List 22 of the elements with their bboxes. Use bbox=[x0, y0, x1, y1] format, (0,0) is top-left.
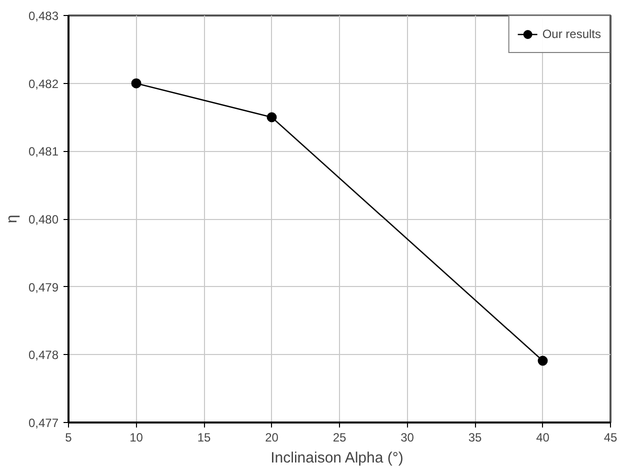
x-tick-label: 5 bbox=[65, 430, 72, 444]
point bbox=[538, 356, 548, 366]
y-tick-label: 0,482 bbox=[28, 76, 59, 91]
y-tick-label: 0,483 bbox=[28, 9, 59, 23]
y-tick-label: 0,481 bbox=[28, 144, 59, 159]
legend-label: Our results bbox=[542, 27, 601, 41]
x-tick-label: 15 bbox=[197, 430, 211, 444]
x-tick-label: 25 bbox=[332, 430, 346, 444]
y-tick-label: 0,478 bbox=[28, 348, 59, 362]
x-tick-label: 10 bbox=[130, 430, 144, 444]
y-tick-label: 0,477 bbox=[28, 416, 59, 430]
y-axis-title: η bbox=[3, 214, 20, 224]
point bbox=[131, 78, 142, 88]
x-tick-label: 40 bbox=[536, 430, 550, 444]
x-tick-label: 30 bbox=[400, 430, 414, 444]
x-tick-label: 20 bbox=[265, 430, 279, 444]
y-tick-label: 0,480 bbox=[28, 212, 59, 226]
point bbox=[266, 112, 277, 122]
x-tick-label: 35 bbox=[468, 430, 482, 444]
x-tick-label: 45 bbox=[604, 430, 618, 444]
y-tick-label: 0,479 bbox=[28, 280, 59, 294]
x-axis-title: Inclinaison Alpha (°) bbox=[270, 450, 404, 466]
